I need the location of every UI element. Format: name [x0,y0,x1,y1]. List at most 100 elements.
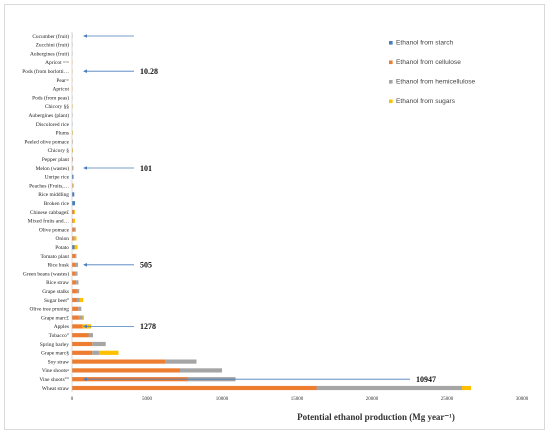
bar-onion-ethanol-from-sugars [74,236,77,241]
bar-olive-tree-pruning-ethanol-from-cellulose [72,306,79,311]
annotation-arrow-head [83,263,87,267]
legend-swatch [389,41,393,45]
bar-potato-ethanol-from-starch [72,245,75,250]
annotation-101: 101 [83,164,152,173]
category-label-peaches-fruits: Peaches (Fruits,… [29,182,69,189]
bar-olive-tree-pruning-ethanol-from-hemicellulose [78,306,82,311]
bar-sugar-beet-ethanol-from-hemicellulose [76,297,80,303]
annotation-1278: 1278 [83,322,156,331]
bar-tomato-plant-ethanol-from-cellulose [72,253,76,259]
bar-soy-straw-ethanol-from-hemicellulose [165,359,197,364]
x-tick-20000: 20000 [366,397,379,402]
bar-grape-stalks-ethanol-from-cellulose [72,289,77,294]
legend-swatch [389,80,393,84]
category-label-rice-straw: Rice straw [46,280,69,286]
annotations-layer: 10.28 101 505 1278 10947 [83,34,436,384]
category-label-vine-shoots: Vine shoots°° [39,376,69,383]
bar-olive-pomace-ethanol-from-cellulose [72,227,75,232]
annotation-arrow-head [83,34,87,38]
legend-label: Ethanol from starch [396,40,454,47]
bar-peaches-fruits-ethanol-from-sugars [72,183,74,188]
bar-grape-marc-ethanol-from-hemicellulose [92,350,99,355]
category-label-aubergines-plant: Aubergines (plant) [29,112,70,119]
category-label-tobacco: Tobacco° [49,332,69,339]
bar-spring-barley-ethanol-from-cellulose [72,341,93,347]
x-tick-10000: 10000 [216,397,229,402]
category-label-rice-husk: Rice husk [48,263,70,269]
bar-onion-ethanol-from-cellulose [72,236,74,241]
legend-label: Ethanol from hemicellulose [396,79,475,86]
bar-grape-marc-ethanol-from-sugars [82,315,84,320]
category-label-potato: Potato [55,245,69,251]
category-label-mixed-fruits-and: Mixed fruits and… [28,218,69,225]
bar-peaches-fruits-ethanol-from-cellulose [72,183,73,188]
bar-chinese-cabbage-ethanol-from-hemicellulose [73,209,75,215]
bar-rice-straw-ethanol-from-hemicellulose [76,280,79,285]
category-label-grape-marc: Grape marc§ [41,351,69,357]
bar-sugar-beet-ethanol-from-sugars [79,297,84,303]
category-label-zucchini-fruit: Zucchini (fruit) [36,42,70,49]
category-label-broken-rice: Broken rice [44,201,70,207]
category-label-sugar-beet: Sugar beet° [44,297,69,304]
category-label-pear: Pear= [56,78,69,84]
bar-mixed-fruits-and-ethanol-from-sugars [73,218,75,223]
bar-onion-ethanol-from-hemicellulose [73,236,75,241]
category-label-spring-barley: Spring barley [40,342,69,348]
bar-spring-barley-ethanol-from-hemicellulose [92,341,106,347]
category-label-onion: Onion [56,236,70,242]
annotation-label: 10.28 [140,67,158,76]
annotation-arrow-head [83,166,87,170]
category-label-pods-from-borlotti: Pods (from borlotti… [22,68,69,75]
x-tick-5000: 5000 [142,397,153,402]
bar-vine-shoots-ethanol-from-cellulose [72,368,180,373]
annotation-label: 1278 [140,322,156,331]
bar-potato-ethanol-from-sugars [74,245,78,250]
bar-wheat-straw-ethanol-from-sugars [462,385,471,391]
annotation-label: 10947 [416,375,436,384]
category-label-plums: Plums [56,131,69,137]
x-tick-30000: 30000 [516,397,529,402]
annotation-label: 505 [140,261,152,270]
annotation-arrow-head [83,69,87,73]
bar-grape-stalks-ethanol-from-hemicellulose [76,289,80,294]
category-label-soy-straw: Soy straw [48,359,70,365]
legend-item-ethanol-from-starch: Ethanol from starch [389,40,454,47]
bar-olive-pomace-ethanol-from-hemicellulose [74,227,76,232]
bar-grape-marc-ethanol-from-cellulose [72,350,93,355]
category-label-wheat-straw: Wheat straw [42,386,69,392]
annotation-label: 101 [140,164,152,173]
x-tick-0: 0 [71,397,74,402]
x-axis-label: Potential ethanol production (Mg year⁻¹) [297,412,455,422]
annotation-marker [83,34,134,38]
legend-item-ethanol-from-sugars: Ethanol from sugars [389,98,456,105]
category-label-apricot: Apricot == [45,60,69,66]
category-label-grape-marc: Grape marc£ [41,315,69,321]
x-tick-15000: 15000 [291,397,304,402]
bar-melon-wastes-ethanol-from-sugars [72,165,74,171]
legend-item-ethanol-from-hemicellulose: Ethanol from hemicellulose [389,79,475,86]
bar-green-beans-wastes-ethanol-from-hemicellulose [75,271,78,276]
bar-green-beans-wastes-ethanol-from-cellulose [72,271,76,276]
annotation-10947: 10947 [83,375,436,384]
bar-unripe-rice-ethanol-from-starch [72,174,74,179]
category-label-vine-shoots: Vine shoots• [42,368,69,374]
category-label-chicory: Chicory § [48,148,70,154]
bar-chinese-cabbage-ethanol-from-cellulose [72,209,74,215]
category-label-pepper-plant: Pepper plant [42,157,70,163]
x-tick-25000: 25000 [441,397,454,402]
category-label-olive-tree-pruning: Olive tree pruning [29,307,69,313]
category-labels: Cucumber (fruit) Zucchini (fruit) Aubergin… [22,33,69,392]
bar-grape-marc-ethanol-from-hemicellulose [78,315,83,320]
bar-rice-husk-ethanol-from-hemicellulose [75,262,78,267]
category-label-discolored-rice: Discolored rice [36,122,70,128]
category-label-cucumber-fruit: Cucumber (fruit) [32,33,69,40]
category-label-grape-stalks: Grape stalks [42,289,69,295]
legend: Ethanol from starch Ethanol from cellulos… [389,40,475,105]
category-label-peeled-olive-pomace: Peeled olive pomace [24,139,69,145]
annotation-10.28: 10.28 [83,67,158,76]
category-label-unripe-rice: Unripe rice [45,175,70,181]
bar-sugar-beet-ethanol-from-cellulose [72,297,77,303]
category-label-green-beans-wastes: Green beans (wastes) [23,270,69,277]
bar-grape-marc-ethanol-from-cellulose [72,315,79,320]
